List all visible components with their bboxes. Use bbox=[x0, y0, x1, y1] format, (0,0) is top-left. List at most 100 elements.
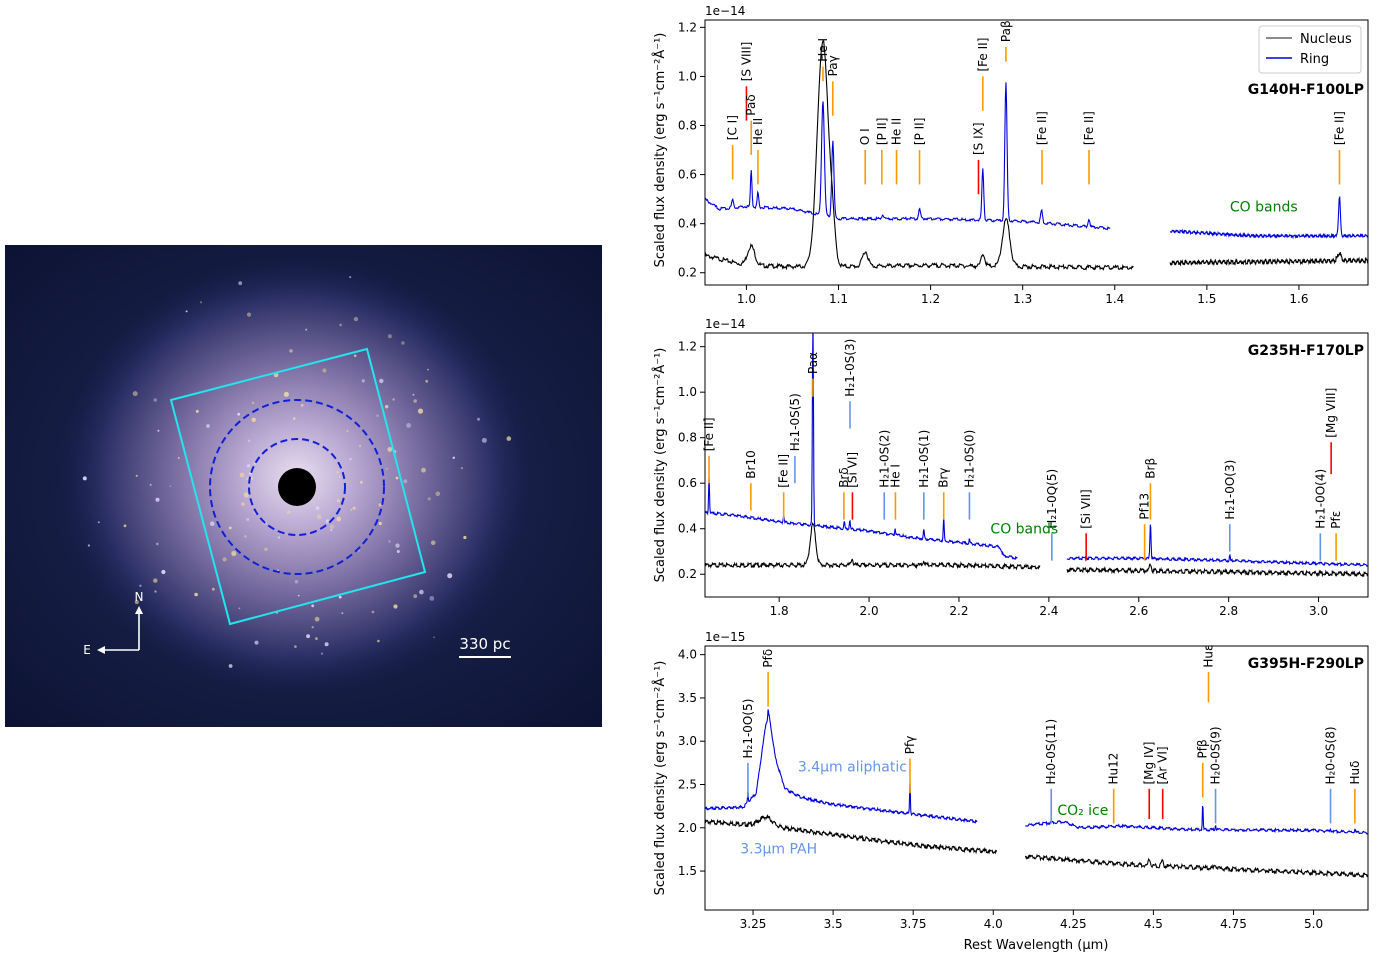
spectrum-panel-3: H₂1-0O(5) Pfδ Pfγ H₂0-0S(11) Hu12 [Mg IV] [Ar … bbox=[678, 630, 1369, 931]
star-cluster-dot bbox=[315, 637, 318, 640]
star-cluster-dot bbox=[506, 436, 512, 441]
y-tick-label: 2.0 bbox=[678, 821, 697, 835]
y-axis-label-2: Scaled flux density (erg s⁻¹cm⁻²Å⁻¹) bbox=[652, 348, 668, 583]
star-cluster-dot bbox=[228, 664, 233, 668]
star-cluster-dot bbox=[406, 423, 411, 428]
line-label: Pfβ bbox=[1196, 739, 1210, 758]
y-tick-label: 3.0 bbox=[678, 734, 697, 748]
line-label: H₂1-0O(5) bbox=[741, 699, 755, 759]
star-cluster-dot bbox=[417, 408, 424, 414]
star-cluster-dot bbox=[359, 445, 362, 448]
line-label: Pf13 bbox=[1138, 493, 1152, 520]
y-multiplier: 1e−14 bbox=[705, 4, 745, 18]
y-axis-label-1: Scaled flux density (erg s⁻¹cm⁻²Å⁻¹) bbox=[652, 33, 668, 268]
line-label: Pfε bbox=[1329, 511, 1343, 529]
line-label: [Fe II] bbox=[976, 38, 990, 72]
star-cluster-dot bbox=[305, 328, 308, 331]
y-tick-label: 0.8 bbox=[678, 431, 697, 445]
series-nucleus-segment-1 bbox=[705, 39, 1134, 271]
star-cluster-dot bbox=[385, 405, 389, 409]
star-cluster-dot bbox=[149, 483, 152, 486]
x-tick-label: 1.8 bbox=[770, 604, 789, 618]
panel-title: G140H-F100LP bbox=[1248, 82, 1364, 98]
star-cluster-dot bbox=[360, 480, 363, 484]
star-cluster-dot bbox=[341, 612, 344, 615]
star-cluster-dot bbox=[338, 475, 341, 478]
star-cluster-dot bbox=[481, 437, 487, 443]
star-cluster-dot bbox=[169, 485, 172, 487]
x-tick-label: 3.75 bbox=[900, 917, 927, 931]
legend-nucleus-label: Nucleus bbox=[1300, 32, 1352, 47]
star-cluster-dot bbox=[316, 514, 322, 520]
star-cluster-dot bbox=[314, 616, 320, 622]
star-cluster-dot bbox=[247, 439, 251, 443]
star-cluster-dot bbox=[211, 587, 215, 591]
star-cluster-dot bbox=[123, 524, 127, 528]
star-cluster-dot bbox=[311, 604, 315, 608]
star-cluster-dot bbox=[350, 509, 353, 511]
panel-title: G235H-F170LP bbox=[1248, 343, 1364, 359]
line-label: He II bbox=[890, 118, 904, 145]
star-cluster-dot bbox=[132, 391, 138, 397]
star-cluster-dot bbox=[294, 645, 297, 648]
line-label: [Mg IV] bbox=[1142, 742, 1156, 785]
y-tick-label: 1.0 bbox=[678, 69, 697, 83]
line-label: O I bbox=[858, 128, 872, 145]
series-ring-segment-1 bbox=[705, 82, 1111, 231]
series-ring-segment-1 bbox=[705, 709, 978, 824]
star-cluster-dot bbox=[378, 521, 382, 526]
line-label: [Fe II] bbox=[1082, 111, 1096, 145]
star-cluster-dot bbox=[336, 516, 342, 522]
star-cluster-dot bbox=[395, 543, 400, 548]
star-cluster-dot bbox=[392, 398, 395, 401]
star-cluster-dot bbox=[378, 503, 382, 507]
inner-aperture-circle bbox=[248, 438, 346, 536]
star-cluster-dot bbox=[413, 399, 417, 403]
line-label: [S IX] bbox=[972, 122, 986, 155]
series-nucleus-segment-2 bbox=[1066, 563, 1368, 578]
star-cluster-dot bbox=[228, 526, 232, 530]
line-label: Pfγ bbox=[903, 736, 917, 755]
line-label: [P II] bbox=[875, 118, 889, 146]
star-cluster-dot bbox=[387, 334, 392, 339]
star-cluster-dot bbox=[401, 341, 405, 345]
star-cluster-dot bbox=[238, 281, 243, 286]
x-tick-label: 3.5 bbox=[824, 917, 843, 931]
x-tick-label: 2.4 bbox=[1039, 604, 1058, 618]
star-cluster-dot bbox=[320, 652, 324, 655]
star-cluster-dot bbox=[283, 391, 289, 397]
y-tick-label: 0.4 bbox=[678, 217, 697, 231]
galaxy-image: N E 330 pc bbox=[5, 245, 602, 727]
field-of-view-box bbox=[169, 347, 427, 626]
star-cluster-dot bbox=[97, 521, 100, 524]
compass: N E bbox=[83, 590, 143, 657]
line-label: Huδ bbox=[1348, 761, 1362, 785]
annotation-label: CO bands bbox=[990, 521, 1058, 537]
y-tick-label: 0.2 bbox=[678, 266, 697, 280]
x-tick-label: 2.8 bbox=[1219, 604, 1238, 618]
star-cluster-dot bbox=[294, 580, 299, 584]
x-tick-label: 2.6 bbox=[1129, 604, 1148, 618]
star-cluster-dot bbox=[339, 323, 342, 327]
series-ring-segment-1 bbox=[705, 333, 1018, 561]
star-cluster-dot bbox=[421, 467, 426, 473]
y-tick-label: 1.2 bbox=[678, 340, 697, 354]
y-tick-label: 0.8 bbox=[678, 119, 697, 133]
line-label: Br10 bbox=[744, 450, 758, 478]
star-cluster-dot bbox=[264, 547, 268, 551]
star-cluster-dot bbox=[139, 584, 142, 587]
star-cluster-dot bbox=[315, 506, 320, 510]
line-label: [C I] bbox=[726, 115, 740, 140]
nucleus-mask bbox=[278, 468, 316, 506]
line-label: Pfδ bbox=[761, 649, 775, 668]
line-label: H₂1-0S(3) bbox=[843, 339, 857, 397]
star-cluster-dot bbox=[245, 477, 249, 480]
y-tick-label: 0.4 bbox=[678, 522, 697, 536]
line-label: H₂1-0Q(5) bbox=[1045, 469, 1059, 529]
star-cluster-dot bbox=[154, 590, 157, 593]
line-label: [Ar VI] bbox=[1156, 746, 1170, 784]
y-tick-label: 2.5 bbox=[678, 777, 697, 791]
star-cluster-dot bbox=[371, 610, 375, 614]
